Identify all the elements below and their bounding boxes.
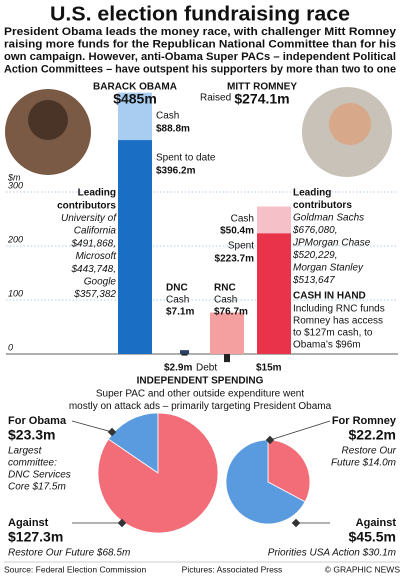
contributor-line: $676,080, <box>292 225 338 236</box>
pie-category: For Obama <box>8 415 67 427</box>
y-tick-label: 300 <box>8 180 23 190</box>
contributor-line: $357,382 <box>73 289 116 300</box>
bar-segment <box>118 140 152 354</box>
contributor-line: $443,748, <box>71 264 117 275</box>
point-name: Cash <box>166 295 189 306</box>
value-label: $88.8m <box>156 124 190 135</box>
section-line: Super PAC and other outside expenditure … <box>96 389 305 400</box>
contributor-line: JPMorgan Chase <box>292 238 371 249</box>
pie-detail: committee: <box>8 458 57 469</box>
contributor-line: Leading <box>293 188 331 199</box>
value-label: $2.9m <box>164 363 192 374</box>
subtitle-line: own campaign. However, anti-Obama Super … <box>4 51 396 63</box>
contributor-line: $491,868, <box>71 238 117 249</box>
contributor-line: Morgan Stanley <box>293 263 364 274</box>
cash-in-hand-line: Including RNC funds <box>293 304 385 315</box>
bar-segment <box>180 350 189 354</box>
y-tick-label: 200 <box>7 234 23 244</box>
section-title: INDEPENDENT SPENDING <box>137 376 264 387</box>
leader-line <box>269 420 331 441</box>
point-name: Spent to date <box>156 153 216 164</box>
y-tick-label: 0 <box>8 342 13 352</box>
pie-value: $45.5m <box>349 529 396 545</box>
pie-value: $23.3m <box>8 427 55 443</box>
value-label: $50.4m <box>220 226 254 237</box>
subtitle-line: President Obama leads the money race, wi… <box>4 26 397 38</box>
raised-label: Raised <box>200 93 231 104</box>
pie-detail: Largest <box>8 446 43 457</box>
total-label: $274.1m <box>234 91 289 107</box>
y-axis-label: $m <box>7 172 21 182</box>
contributor-line: Google <box>84 277 117 288</box>
value-label: $396.2m <box>156 166 196 177</box>
section-line: mostly on attack ads – primarily targeti… <box>69 401 332 412</box>
photo-romney-face <box>329 103 371 145</box>
value-label: $15m <box>256 363 282 374</box>
pie-slice <box>97 412 219 534</box>
contributor-line: California <box>74 226 117 237</box>
pie-slice <box>107 412 159 474</box>
cash-in-hand-title: CASH IN HAND <box>293 291 366 302</box>
candidate-name: BARACK OBAMA <box>93 82 177 93</box>
pie-detail: DNC Services <box>8 470 71 481</box>
pie-value: $22.2m <box>349 427 396 443</box>
pie-category: For Romney <box>332 415 397 427</box>
point-name: Cash <box>231 214 254 225</box>
bar-segment <box>210 312 244 354</box>
leader-line <box>71 420 113 433</box>
value-label: $7.1m <box>166 307 194 318</box>
pie-slice <box>267 439 311 503</box>
contributor-line: $520,229, <box>292 250 338 261</box>
pie-value: $127.3m <box>8 529 63 545</box>
pie-detail: Core $17.5m <box>8 482 66 493</box>
contributor-line: contributors <box>57 200 116 211</box>
pie-detail: Restore Our Future $68.5m <box>8 548 130 559</box>
cash-in-hand-line: Obama’s $96m <box>293 340 361 351</box>
total-label: $485m <box>113 91 157 107</box>
point-name: Spent <box>228 241 254 252</box>
contributor-line: University of <box>61 213 117 224</box>
leader-dot <box>291 518 301 528</box>
pie-category: Against <box>356 517 397 529</box>
bar-segment <box>257 205 291 234</box>
contributor-line: $513,647 <box>292 275 335 286</box>
contributor-line: Microsoft <box>75 251 117 262</box>
contributor-line: Goldman Sachs <box>293 213 364 224</box>
category-label: DNC <box>166 283 188 294</box>
pie-detail: Priorities USA Action $30.1m <box>268 548 396 559</box>
contributor-line: contributors <box>293 200 352 211</box>
pie-detail: Future $14.0m <box>331 458 396 469</box>
series-name: Debt <box>196 363 217 374</box>
footer-pictures: Pictures: Associated Press <box>182 564 283 574</box>
title: U.S. election fundraising race <box>50 3 350 25</box>
footer-credit: © GRAPHIC NEWS <box>325 564 401 574</box>
value-label: $76.7m <box>214 307 248 318</box>
pie-category: Against <box>8 517 49 529</box>
footer-source: Source: Federal Election Commission <box>4 564 146 574</box>
photo-obama-face <box>28 100 68 140</box>
debt-bar <box>224 354 230 363</box>
leader-dot <box>107 427 117 437</box>
bar-segment <box>118 92 152 141</box>
candidate-name: MITT ROMNEY <box>227 82 297 93</box>
pie-slice <box>225 439 306 525</box>
contributor-line: Leading <box>78 188 116 199</box>
subtitle-line: raising more funds for the Republican Na… <box>4 38 396 50</box>
cash-in-hand-line: Romney has access <box>293 316 383 327</box>
subtitle-line: Action Committees – have outspent his su… <box>4 63 396 75</box>
y-tick-label: 100 <box>8 288 23 298</box>
debt-bar <box>181 354 188 356</box>
cash-in-hand-line: to $127m cash, to <box>293 328 373 339</box>
point-name: Cash <box>214 295 237 306</box>
bar-segment <box>257 233 291 354</box>
point-name: Cash <box>156 111 179 122</box>
value-label: $223.7m <box>215 254 255 265</box>
pie-detail: Restore Our <box>342 446 397 457</box>
leader-dot <box>265 435 275 445</box>
category-label: RNC <box>214 283 236 294</box>
